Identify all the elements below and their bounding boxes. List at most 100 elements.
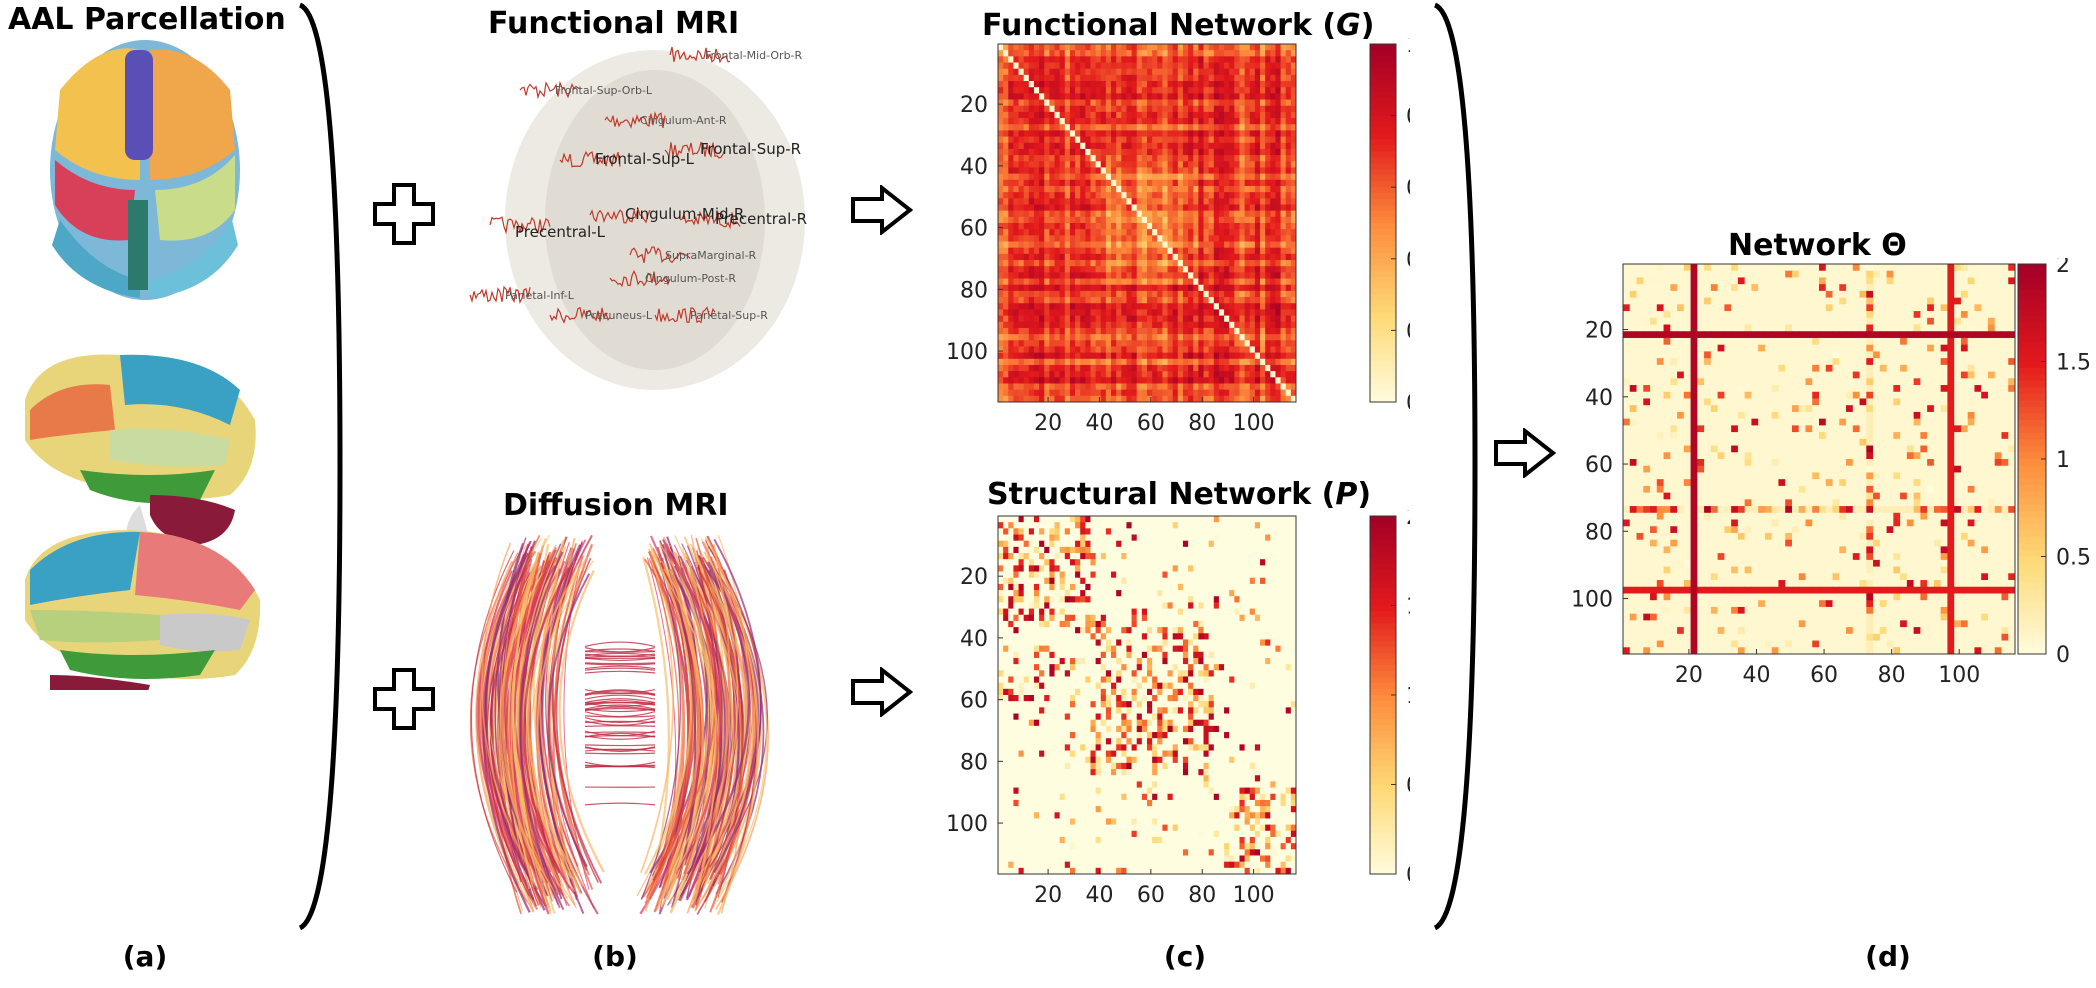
colorbar-tick-label: 1 (1406, 38, 1410, 58)
colorbar-tick-label: 0.2 (1406, 319, 1410, 344)
heatmap-cell (1008, 383, 1014, 391)
heatmap-cell (1285, 602, 1292, 610)
heatmap-cell (1064, 577, 1071, 585)
heatmap-cell (1213, 241, 1220, 249)
dmri-fiber (584, 704, 656, 710)
heatmap-cell (1152, 56, 1158, 64)
heatmap-cell (1229, 371, 1235, 378)
heatmap-cell (1039, 111, 1045, 119)
heatmap-cell (1254, 395, 1261, 403)
heatmap-cell (1033, 602, 1040, 610)
heatmap-cell (1167, 602, 1174, 610)
heatmap-cell (1090, 383, 1097, 391)
heatmap-cell (1064, 173, 1071, 181)
heatmap-cell (1039, 528, 1045, 536)
heatmap-cell (1229, 229, 1235, 236)
heatmap-cell (1028, 44, 1035, 51)
heatmap-cell (1239, 111, 1246, 119)
heatmap-cell (1254, 340, 1261, 347)
fmri-title: Functional MRI (488, 6, 740, 41)
heatmap-cell (1177, 371, 1184, 378)
heatmap-cell (1234, 179, 1240, 187)
colorbar-swatch (1370, 187, 1396, 194)
heatmap-cell (1059, 173, 1066, 181)
heatmap-cell (1157, 334, 1163, 341)
heatmap-cell (1265, 290, 1271, 298)
heatmap-cell (1033, 340, 1040, 347)
heatmap-cell (1208, 377, 1215, 384)
heatmap-cell (1013, 142, 1020, 150)
heatmap-cell (1069, 590, 1076, 597)
heatmap-cell (1059, 571, 1066, 579)
heatmap-cell (1039, 266, 1045, 273)
heatmap-cell (1265, 602, 1271, 610)
heatmap-cell (1193, 148, 1199, 156)
heatmap-cell (1023, 340, 1030, 347)
heatmap-cell (1090, 309, 1097, 317)
heatmap-cell (1270, 516, 1276, 523)
heatmap-cell (1239, 577, 1246, 585)
heatmap-cell (1069, 522, 1076, 529)
heatmap-cell (1069, 278, 1076, 286)
heatmap-cell (1260, 334, 1266, 341)
heatmap-cell (1111, 161, 1117, 168)
dmri-fiber (584, 657, 656, 661)
heatmap-cell (1033, 583, 1040, 591)
heatmap-cell (1044, 395, 1050, 403)
heatmap-cell (1275, 223, 1282, 230)
heatmap-cell (1218, 99, 1225, 107)
heatmap-cell (1064, 266, 1071, 273)
heatmap-cell (1157, 297, 1163, 304)
heatmap-cell (1003, 540, 1009, 548)
heatmap-cell (1182, 571, 1189, 579)
heatmap-cell (1003, 546, 1009, 554)
heatmap-cell (1018, 142, 1025, 150)
heatmap-cell (1003, 118, 1009, 125)
heatmap-cell (1013, 173, 1020, 181)
heatmap-cell (1039, 284, 1045, 292)
heatmap-cell (1167, 204, 1174, 212)
heatmap-cell (1280, 62, 1287, 70)
heatmap-cell (1023, 546, 1030, 554)
heatmap-cell (1033, 99, 1040, 107)
heatmap-cell (1116, 204, 1122, 212)
heatmap-cell (1270, 235, 1276, 243)
heatmap-cell (1224, 627, 1230, 634)
heatmap-cell (1280, 130, 1287, 138)
heatmap-cell (1064, 364, 1071, 372)
heatmap-cell (1218, 534, 1225, 542)
heatmap-cell (1023, 223, 1030, 230)
heatmap-cell (1105, 136, 1112, 144)
heatmap-cell (1023, 99, 1030, 107)
heatmap-cell (1100, 571, 1107, 579)
heatmap-cell (1131, 290, 1138, 298)
heatmap-cell (1213, 266, 1220, 273)
heatmap-cell (1260, 522, 1266, 529)
heatmap-cell (1172, 297, 1179, 304)
heatmap-cell (1224, 614, 1230, 622)
heatmap-cell (1249, 161, 1256, 168)
heatmap-cell (1013, 546, 1020, 554)
heatmap-cell (1188, 371, 1194, 378)
heatmap-cell (1028, 571, 1035, 579)
heatmap-cell (1224, 124, 1230, 131)
heatmap-cell (1167, 253, 1174, 261)
heatmap-cell (1275, 93, 1282, 101)
heatmap-cell (1049, 148, 1056, 156)
heatmap-cell (1049, 173, 1056, 181)
heatmap-cell (1023, 590, 1030, 597)
heatmap-cell (1069, 253, 1076, 261)
heatmap-cell (1162, 247, 1169, 255)
heatmap-cell (1090, 99, 1097, 107)
heatmap-cell (1116, 546, 1122, 554)
heatmap-cell (1075, 161, 1081, 168)
heatmap-cell (1116, 260, 1122, 267)
heatmap-cell (1167, 516, 1174, 523)
fmri-trace (589, 207, 651, 224)
heatmap-cell (1105, 577, 1112, 585)
heatmap-cell (1059, 272, 1066, 280)
heatmap-cell (1044, 229, 1050, 236)
heatmap-cell (1162, 136, 1169, 144)
heatmap-cell (1244, 235, 1251, 243)
heatmap-cell (1141, 210, 1148, 218)
